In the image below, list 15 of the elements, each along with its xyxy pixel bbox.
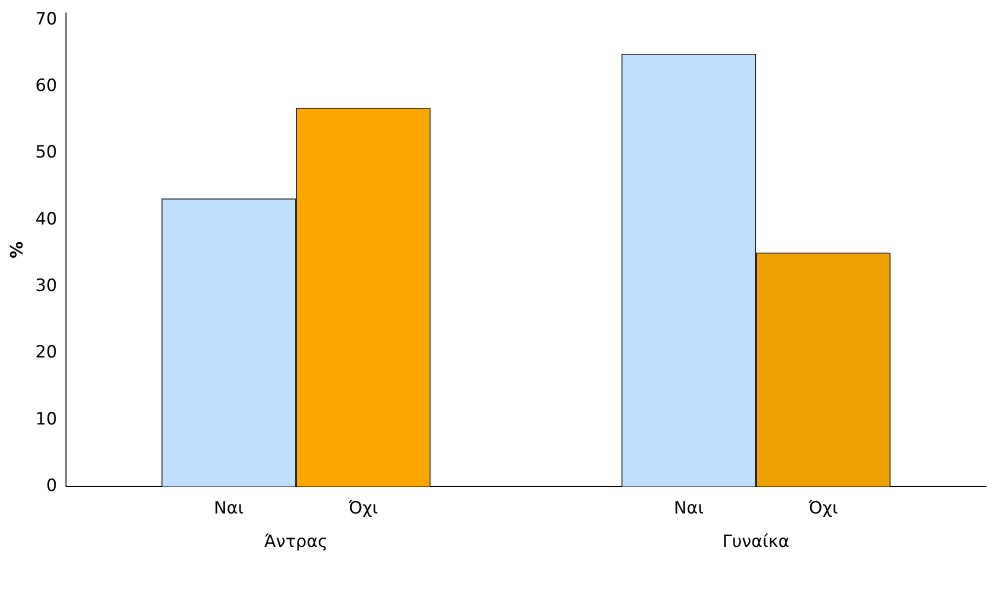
y-tick-label: 0 [46, 476, 58, 496]
y-tick-label: 40 [35, 209, 58, 230]
x-tick-label: Άντρας [264, 532, 328, 552]
y-tick-label: 20 [35, 342, 58, 363]
text: Ναι [674, 498, 704, 519]
y-tick-label: 70 [35, 9, 58, 30]
y-tick-label: 50 [35, 142, 58, 163]
series-label: Όχι [348, 498, 378, 519]
text: Όχι [808, 498, 838, 519]
y-axis-title: % [8, 241, 28, 258]
y-tick-label: 60 [35, 76, 58, 96]
y-tick-label: 10 [35, 409, 58, 430]
series-label: Ναι [214, 498, 244, 519]
y-tick-label: 30 [35, 276, 58, 296]
x-tick-label: Γυναίκα [722, 532, 790, 552]
